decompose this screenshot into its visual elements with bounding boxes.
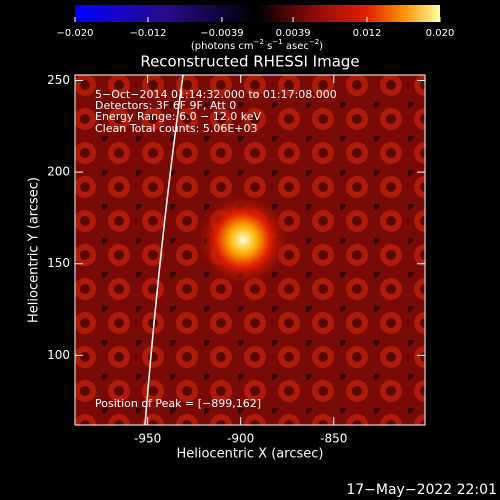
y-tick-label: 100 bbox=[47, 348, 70, 362]
annotation: Clean Total counts: 5.06E+03 bbox=[95, 122, 258, 135]
y-tick-label: 200 bbox=[47, 165, 70, 179]
colorbar-tick-label: 0.012 bbox=[353, 28, 382, 39]
colorbar-tick-label: −0.012 bbox=[129, 28, 166, 39]
unit-part: −2 bbox=[254, 38, 264, 46]
x-tick-label: -850 bbox=[320, 432, 347, 446]
unit-part: s bbox=[264, 41, 272, 52]
annotation: 5−Oct−2014 01:14:32.000 to 01:17:08.000 bbox=[95, 88, 337, 101]
source bbox=[198, 195, 288, 285]
colorbar-tick-label: 0.020 bbox=[426, 28, 455, 39]
title: Reconstructed RHESSI Image bbox=[140, 53, 359, 71]
annotation: Detectors: 3F 6F 9F, Att 0 bbox=[95, 99, 236, 112]
unit-part: −1 bbox=[272, 38, 282, 46]
x-label: Heliocentric X (arcsec) bbox=[177, 447, 324, 462]
limb bbox=[144, 74, 184, 426]
y-tick-label: 150 bbox=[47, 256, 70, 270]
colorbar-unit: (photons cm−2 s−1 asec−2) bbox=[191, 38, 323, 52]
y-label: Heliocentric Y (arcsec) bbox=[27, 177, 42, 323]
timestamp: 17−May−2022 22:01 bbox=[346, 482, 497, 498]
unit-part: ) bbox=[319, 41, 323, 52]
unit-part: (photons cm bbox=[191, 41, 254, 52]
annotation: Energy Range: 6.0 − 12.0 keV bbox=[95, 110, 262, 123]
x-tick-label: -900 bbox=[227, 432, 254, 446]
colorbar-tick-label: 0.0039 bbox=[276, 28, 311, 39]
unit-part: −2 bbox=[309, 38, 319, 46]
peak-label: Position of Peak = [−899,162] bbox=[95, 397, 261, 410]
colorbar bbox=[75, 5, 440, 22]
y-tick-label: 250 bbox=[47, 73, 70, 87]
colorbar-tick-label: −0.0039 bbox=[200, 28, 243, 39]
colorbar-tick-label: −0.020 bbox=[56, 28, 93, 39]
unit-part: asec bbox=[283, 41, 309, 52]
x-tick-label: -950 bbox=[134, 432, 161, 446]
frame bbox=[74, 74, 426, 426]
